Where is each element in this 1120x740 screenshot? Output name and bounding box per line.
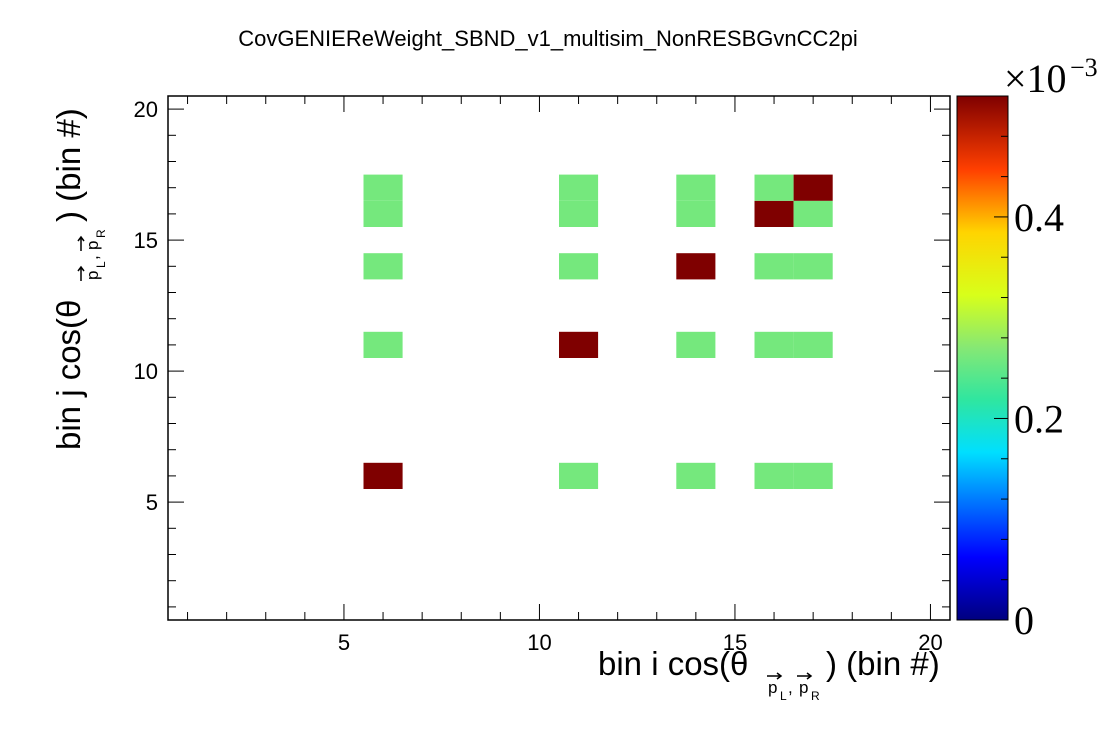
- x-tick-label: 5: [338, 630, 350, 655]
- heatmap-cell: [754, 462, 794, 489]
- colorbar-tick-label: 0.4: [1014, 195, 1064, 240]
- heatmap-cell: [559, 174, 599, 201]
- heatmap-cell: [363, 331, 403, 358]
- chart-title: CovGENIEReWeight_SBND_v1_multisim_NonRES…: [238, 26, 858, 51]
- heatmap-cell: [363, 253, 403, 280]
- y-axis-label: bin j cos(θ p L , p R ) (bin #): [50, 108, 108, 450]
- x-axis-ticks: 5 10 15 20: [187, 96, 943, 655]
- heatmap-cell: [559, 253, 599, 280]
- y-axis-label-tail: ) (bin #): [50, 108, 87, 222]
- heatmap-cell: [676, 200, 716, 227]
- svg-text:R: R: [94, 229, 108, 238]
- colorbar-exponent-base: ×10: [1004, 56, 1067, 101]
- x-tick-label: 15: [723, 630, 747, 655]
- svg-text:×10: ×10: [1004, 56, 1067, 101]
- heatmap-cell: [754, 253, 794, 280]
- heatmap-cell: [363, 462, 403, 489]
- svg-text:p: p: [768, 678, 777, 697]
- y-axis-label-sub-sep: ,: [83, 255, 102, 260]
- heatmap-cell: [363, 174, 403, 201]
- heatmap-cell: [793, 331, 833, 358]
- svg-text:p: p: [83, 271, 102, 280]
- x-axis-label-main: bin i cos(θ: [598, 645, 748, 682]
- svg-text:L: L: [94, 261, 108, 268]
- y-tick-label: 20: [134, 97, 158, 122]
- heatmap-cell: [559, 462, 599, 489]
- x-axis-label-sub-left-index: L: [780, 689, 787, 703]
- y-tick-label: 5: [146, 490, 158, 515]
- colorbar-tick-label: 0.2: [1014, 396, 1064, 441]
- heatmap-cell: [793, 174, 833, 201]
- svg-text:bin i cos(θ: bin i cos(θ: [598, 645, 748, 682]
- heatmap-cell: [754, 331, 794, 358]
- svg-text:L: L: [780, 689, 787, 703]
- svg-text:R: R: [811, 689, 820, 703]
- x-arrow-right-icon: [797, 672, 813, 680]
- colorbar-exponent: ×10 −3: [1004, 53, 1098, 101]
- heatmap-cell: [793, 253, 833, 280]
- svg-text:−3: −3: [1070, 53, 1098, 82]
- plot-frame: [167, 95, 951, 621]
- y-tick-label: 15: [134, 228, 158, 253]
- heatmap-cell: [676, 462, 716, 489]
- x-axis-label-sub-sep: ,: [788, 678, 793, 697]
- y-arrow-left-icon: [77, 265, 85, 281]
- x-axis-label-sub-left: p: [768, 678, 777, 697]
- heatmap-cell: [793, 462, 833, 489]
- svg-text:bin j cos(θ: bin j cos(θ: [50, 300, 87, 450]
- heatmap-cell: [676, 331, 716, 358]
- colorbar-ticks: 0 0.2 0.4: [994, 95, 1064, 643]
- y-axis-label-sub-left: p: [83, 271, 102, 280]
- y-axis-label-main: bin j cos(θ: [50, 300, 87, 450]
- heatmap-cell: [793, 200, 833, 227]
- y-tick-label: 10: [134, 359, 158, 384]
- y-axis-label-sub-right: p: [83, 241, 102, 250]
- colorbar-tick-label: 0: [1014, 598, 1034, 643]
- svg-text:,: ,: [788, 678, 793, 697]
- svg-text:) (bin #): ) (bin #): [826, 645, 940, 682]
- y-axis-ticks: 5 10 15 20: [134, 97, 950, 608]
- svg-text:) (bin #): ) (bin #): [50, 108, 87, 222]
- y-arrow-right-icon: [77, 235, 85, 251]
- heatmap-cell: [559, 331, 599, 358]
- colorbar-exponent-power: −3: [1070, 53, 1098, 82]
- y-axis-label-sub-left-index: L: [94, 261, 108, 268]
- heatmap-cell: [754, 174, 794, 201]
- x-tick-label: 10: [527, 630, 551, 655]
- svg-text:,: ,: [83, 255, 102, 260]
- heatmap-cell: [754, 200, 794, 227]
- colorbar-gradient: [956, 95, 1009, 621]
- y-axis-label-sub-right-index: R: [94, 229, 108, 238]
- x-tick-label: 20: [918, 630, 942, 655]
- x-axis-label-tail: ) (bin #): [826, 645, 940, 682]
- heatmap-cells: [363, 174, 833, 489]
- heatmap-cell: [676, 174, 716, 201]
- svg-text:p: p: [83, 241, 102, 250]
- heatmap-cell: [559, 200, 599, 227]
- x-axis-label: bin i cos(θ p L , p R ) (bin #): [598, 645, 940, 703]
- heatmap-cell: [363, 200, 403, 227]
- x-axis-label-sub-right: p: [799, 678, 808, 697]
- svg-text:p: p: [799, 678, 808, 697]
- heatmap-cell: [676, 253, 716, 280]
- x-axis-label-sub-right-index: R: [811, 689, 820, 703]
- x-arrow-left-icon: [767, 672, 783, 680]
